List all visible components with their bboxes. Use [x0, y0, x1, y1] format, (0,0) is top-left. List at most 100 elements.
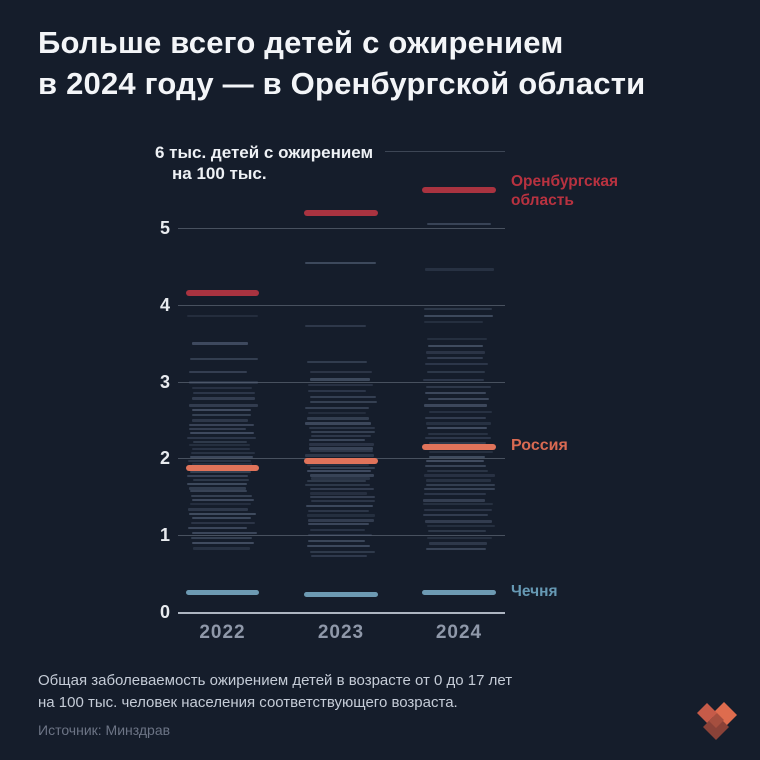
region-line — [311, 555, 367, 557]
y-tick-label-3: 3 — [159, 372, 170, 392]
x-tick-label-2023: 2023 — [317, 622, 365, 643]
y-axis-title: 6 тыс. детей с ожирением на 100 тыс. — [155, 142, 373, 184]
region-line — [424, 321, 483, 323]
region-line — [423, 503, 493, 505]
x-tick-label-2022: 2022 — [199, 622, 246, 643]
region-line — [187, 475, 248, 477]
region-line — [310, 492, 367, 495]
series-label-orenburgskaya-oblast: Оренбургская область — [511, 173, 619, 209]
region-line — [310, 450, 373, 452]
region-line — [425, 465, 486, 467]
region-line — [308, 412, 366, 414]
region-line — [188, 460, 251, 462]
x-axis-baseline — [178, 612, 505, 614]
region-line — [427, 525, 495, 527]
region-line — [190, 503, 251, 505]
region-line — [424, 315, 493, 317]
region-line — [428, 398, 489, 400]
region-line — [311, 500, 375, 502]
region-line — [305, 407, 369, 409]
region-line — [309, 443, 374, 446]
region-line — [188, 527, 247, 529]
series-line-russia — [422, 444, 496, 450]
region-line — [428, 345, 483, 347]
region-line — [426, 386, 491, 388]
region-line — [305, 484, 370, 486]
gridline-6 — [385, 151, 505, 152]
region-line — [428, 530, 486, 532]
region-line — [424, 404, 487, 407]
region-line — [310, 488, 374, 490]
gridline-4 — [178, 305, 505, 306]
footnote: Общая заболеваемость ожирением детей в в… — [38, 670, 658, 714]
region-line — [429, 542, 487, 545]
footnote-line-2: на 100 тыс. человек населения соответств… — [38, 694, 458, 711]
region-line — [307, 545, 370, 547]
y-axis-title-line-2: на 100 тыс. — [172, 164, 267, 183]
gridline-1 — [178, 535, 505, 536]
region-line — [308, 384, 373, 386]
region-line — [193, 547, 250, 550]
region-line — [191, 522, 255, 524]
region-line — [308, 534, 372, 536]
region-line — [309, 447, 373, 450]
region-line — [425, 268, 494, 271]
region-line — [426, 351, 485, 354]
region-line — [425, 417, 486, 419]
region-line — [307, 470, 371, 472]
logo-heart-icon — [697, 702, 737, 740]
y-tick-label-1: 1 — [159, 525, 170, 545]
region-line — [426, 479, 491, 482]
region-line — [192, 448, 250, 450]
region-line — [305, 454, 374, 457]
region-line — [191, 495, 252, 497]
region-line — [193, 441, 247, 443]
region-line — [305, 325, 366, 327]
region-line — [307, 361, 367, 363]
region-line — [424, 308, 492, 310]
footnote-line-1: Общая заболеваемость ожирением детей в в… — [38, 672, 513, 689]
region-line — [310, 371, 372, 373]
region-line — [192, 463, 252, 466]
region-line — [310, 529, 365, 531]
region-line — [429, 456, 485, 458]
region-line — [427, 427, 487, 429]
region-line — [427, 357, 483, 359]
region-line — [426, 422, 491, 425]
region-line — [189, 444, 250, 446]
region-line — [424, 488, 495, 490]
region-line — [310, 467, 375, 469]
region-line — [309, 439, 365, 441]
region-line — [307, 514, 375, 517]
region-line — [311, 477, 370, 480]
region-line — [306, 505, 373, 507]
title-line-1: Больше всего детей с ожирением — [38, 25, 564, 60]
y-tick-label-4: 4 — [159, 295, 170, 315]
region-line — [190, 432, 254, 434]
region-line — [189, 487, 246, 490]
series-label-russia: Россия — [511, 437, 568, 454]
y-tick-label-5: 5 — [159, 218, 170, 238]
region-line — [187, 483, 247, 485]
region-line — [190, 490, 247, 492]
region-line — [192, 342, 248, 345]
region-line — [423, 499, 485, 502]
region-line — [429, 442, 486, 444]
region-line — [305, 422, 371, 425]
region-line — [187, 315, 258, 317]
region-line — [310, 378, 370, 381]
region-line — [427, 371, 485, 373]
region-line — [192, 387, 252, 389]
series-line-orenburg — [186, 290, 259, 296]
region-line — [427, 338, 487, 340]
series-line-chechnya — [186, 590, 259, 595]
region-line — [188, 508, 248, 511]
region-line — [190, 471, 251, 473]
y-tick-label-2: 2 — [159, 448, 170, 468]
region-line — [190, 358, 258, 360]
region-line — [311, 431, 375, 433]
region-line — [308, 390, 366, 392]
series-line-chechnya — [422, 590, 496, 595]
region-line — [307, 417, 369, 420]
gridline-5 — [178, 228, 505, 229]
